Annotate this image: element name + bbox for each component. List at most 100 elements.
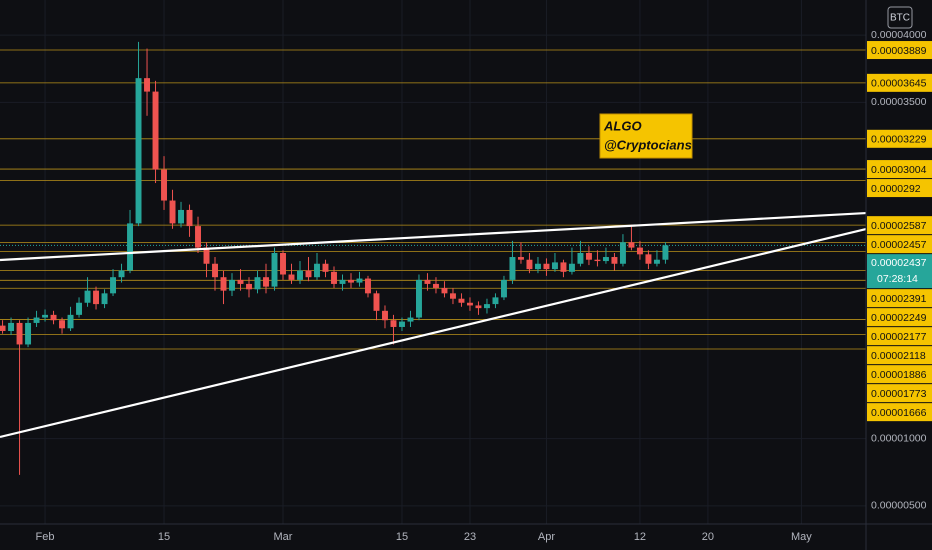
candle-body bbox=[373, 293, 380, 311]
candle-body bbox=[399, 321, 405, 327]
candle-body bbox=[59, 320, 66, 329]
candle-body bbox=[76, 302, 83, 315]
level-label: 0.00002587 bbox=[871, 220, 927, 232]
candle-body bbox=[645, 254, 652, 264]
level-label: 0.00002177 bbox=[871, 331, 927, 343]
candle-body bbox=[195, 226, 201, 248]
candle-body bbox=[543, 263, 550, 270]
level-label: 0.00003889 bbox=[871, 45, 927, 57]
candle-body bbox=[390, 320, 397, 327]
candle-body bbox=[25, 322, 32, 345]
level-label: 0.00003004 bbox=[871, 164, 927, 176]
level-label-box bbox=[867, 160, 932, 179]
level-label-box bbox=[867, 327, 932, 346]
candle-body bbox=[534, 263, 541, 270]
level-label: 0.00002249 bbox=[871, 312, 927, 324]
candle-body bbox=[135, 78, 142, 224]
candle-body bbox=[178, 209, 184, 224]
candle-body bbox=[653, 259, 660, 264]
trend-line bbox=[0, 227, 867, 439]
candle-body bbox=[628, 242, 635, 248]
candle-body bbox=[93, 290, 100, 305]
candle-body bbox=[594, 259, 601, 262]
trend-line bbox=[0, 211, 867, 262]
badge: BTC bbox=[890, 13, 910, 24]
level-label: 0.00002391 bbox=[871, 293, 927, 305]
candle-body bbox=[619, 242, 626, 264]
candle-body bbox=[152, 91, 159, 170]
candle-body bbox=[577, 252, 584, 264]
x-tick-label: 12 bbox=[634, 531, 646, 543]
candle-body bbox=[288, 274, 295, 280]
badge-box bbox=[887, 6, 913, 29]
candle-body bbox=[322, 263, 329, 272]
x-tick-label: 15 bbox=[158, 531, 170, 543]
candle-body bbox=[382, 310, 388, 321]
candle-body bbox=[585, 252, 592, 260]
candle-body bbox=[271, 252, 278, 287]
candle-body bbox=[365, 278, 371, 294]
annotation: @Cryptocians bbox=[604, 137, 692, 152]
level-label-box bbox=[867, 289, 932, 308]
level-label: 0.00001886 bbox=[871, 369, 927, 381]
candle-body bbox=[509, 257, 516, 280]
level-label-box bbox=[867, 41, 932, 60]
candle-body bbox=[500, 279, 507, 298]
candle-body bbox=[356, 278, 363, 283]
candle-body bbox=[16, 322, 23, 345]
x-tick-label: Feb bbox=[36, 531, 55, 543]
level-label: 0.00002457 bbox=[871, 239, 927, 251]
candle-body bbox=[636, 247, 643, 255]
candle-body bbox=[433, 283, 439, 288]
level-label: 0.00001773 bbox=[871, 388, 927, 400]
candle-body bbox=[246, 283, 252, 290]
candle-body bbox=[84, 290, 91, 303]
level-label-box bbox=[867, 73, 932, 92]
candle-body bbox=[416, 279, 422, 318]
level-label: 0.00001666 bbox=[871, 407, 927, 419]
x-tick-label: Mar bbox=[274, 531, 293, 543]
candle-body bbox=[144, 78, 150, 92]
level-label-box bbox=[867, 365, 932, 384]
candle-body bbox=[314, 263, 320, 278]
candle-body bbox=[33, 317, 40, 323]
y-tick-label: 0.00000500 bbox=[871, 500, 927, 512]
x-tick-label: May bbox=[791, 531, 812, 543]
candle-body bbox=[229, 279, 235, 291]
countdown: 07:28:14 bbox=[877, 273, 918, 285]
candle-body bbox=[611, 257, 618, 264]
candle-body bbox=[560, 262, 567, 272]
plot-area bbox=[0, 41, 867, 475]
candle-body bbox=[348, 279, 354, 283]
candle-body bbox=[662, 245, 669, 260]
level-label-box bbox=[867, 384, 932, 403]
level-label: 0.00003229 bbox=[871, 134, 927, 146]
level-label-box bbox=[867, 403, 932, 422]
candle-body bbox=[339, 279, 346, 284]
candle-body bbox=[297, 270, 303, 280]
y-tick-label: 0.00003500 bbox=[871, 96, 927, 108]
candle-body bbox=[526, 259, 533, 270]
candle-body bbox=[280, 252, 286, 275]
candle-body bbox=[466, 302, 473, 306]
candle-body bbox=[67, 314, 74, 329]
candle-body bbox=[568, 263, 575, 272]
level-label-box bbox=[867, 235, 932, 254]
candle-body bbox=[475, 305, 482, 309]
candle-body bbox=[517, 257, 524, 260]
candle-body bbox=[0, 325, 6, 331]
candle-body bbox=[483, 304, 490, 309]
candle-body bbox=[42, 314, 49, 318]
level-label: 0.00002118 bbox=[871, 350, 926, 362]
candle-body bbox=[331, 271, 337, 284]
level-label: 0.00003645 bbox=[871, 78, 927, 90]
candle-body bbox=[492, 297, 499, 305]
y-tick-label: 0.00004000 bbox=[871, 29, 927, 41]
y-tick-label: 0.00001000 bbox=[871, 432, 927, 444]
last-price-label: 0.00002437 bbox=[871, 257, 927, 269]
candle-body bbox=[237, 279, 244, 284]
level-label-box bbox=[867, 346, 932, 365]
last-price-box bbox=[867, 254, 932, 289]
